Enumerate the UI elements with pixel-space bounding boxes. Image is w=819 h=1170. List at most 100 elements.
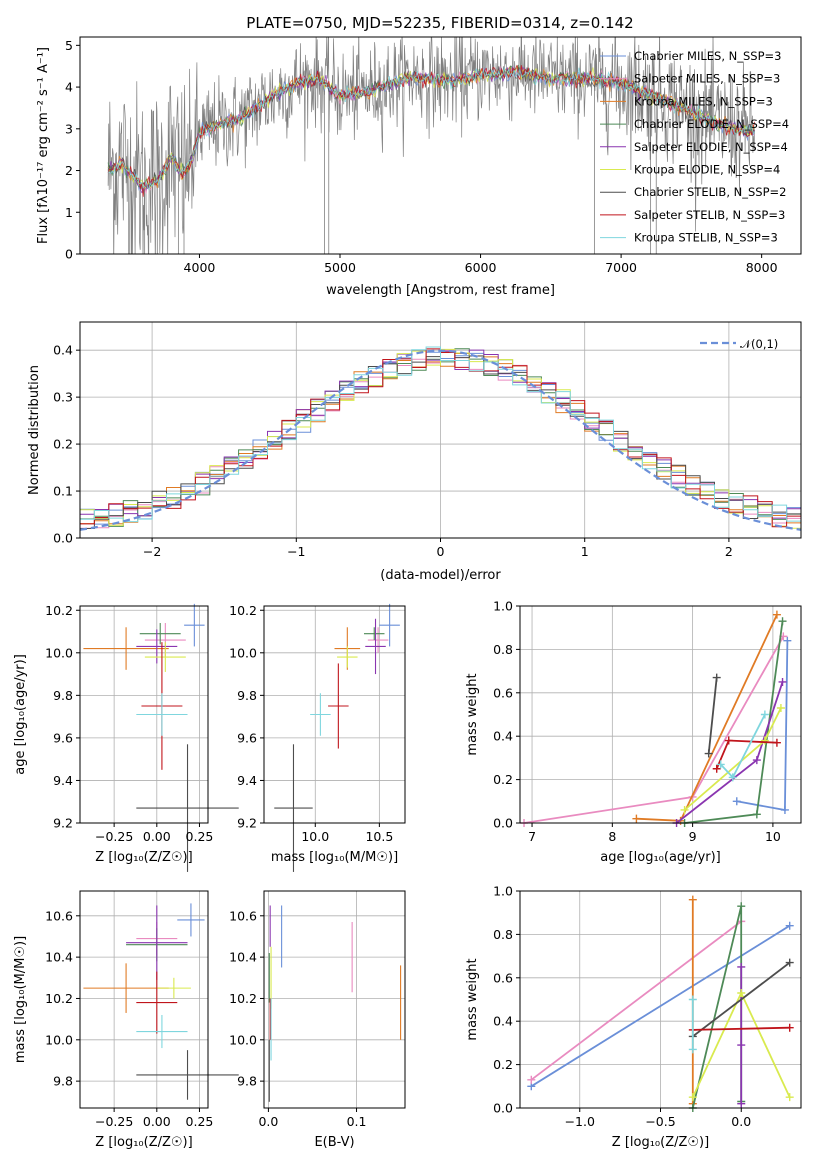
marker-salpeter-elodie bbox=[737, 1041, 746, 1050]
y-axis-label: mass weight bbox=[465, 673, 480, 755]
series-line-salpeter-stelib bbox=[715, 739, 777, 770]
y-tick-label: 0.1 bbox=[53, 484, 73, 499]
marker-kroupa-stelib bbox=[688, 995, 697, 1004]
marker-salpeter-miles bbox=[527, 1075, 536, 1084]
x-tick-label: 0 bbox=[437, 544, 445, 559]
marker-kroupa-elodie bbox=[737, 988, 746, 997]
data-spectrum bbox=[107, 37, 755, 254]
y-tick-label: 9.8 bbox=[53, 1074, 73, 1089]
y-axis-label: mass [log₁₀(M/M☉)] bbox=[13, 936, 28, 1063]
y-tick-label: 9.8 bbox=[237, 688, 257, 703]
series-line-chabrier-miles bbox=[736, 640, 789, 812]
y-tick-label: 9.6 bbox=[53, 730, 73, 745]
y-tick-label: 5 bbox=[65, 38, 73, 53]
x-axis-label: (data-model)/error bbox=[380, 568, 501, 583]
axes-frame bbox=[79, 36, 802, 255]
age-vs-metallicity-panel: −0.25 0.00 0.25 9.2 9.4 9.6 9.8 10.0 10.2 Z [log₁… bbox=[13, 603, 239, 872]
series-line-kroupa-elodie bbox=[684, 707, 782, 811]
marker-chabrier-stelib bbox=[704, 749, 713, 758]
y-tick-label: 10.0 bbox=[45, 1032, 73, 1047]
model-line-kroupa-stelib bbox=[107, 67, 755, 191]
y-tick-label: 9.8 bbox=[237, 1074, 257, 1089]
y-tick-label: 0.6 bbox=[493, 685, 513, 700]
y-tick-label: 0.0 bbox=[493, 1101, 513, 1116]
y-tick-label: 10.4 bbox=[45, 950, 73, 965]
marker-salpeter-stelib bbox=[724, 736, 733, 745]
y-tick-label: 0.6 bbox=[493, 970, 513, 985]
x-axis-label: Z [log₁₀(Z/Z☉)] bbox=[612, 1135, 709, 1150]
legend-label: Chabrier STELIB, N_SSP=2 bbox=[634, 185, 786, 199]
age-vs-mass-panel: 10.0 10.5 9.2 9.4 9.6 9.8 10.0 10.2 mass [log₁₀(… bbox=[229, 603, 406, 872]
x-axis-label: E(B-V) bbox=[314, 1135, 354, 1150]
y-tick-label: 10.2 bbox=[45, 603, 73, 618]
series-line-chabrier-stelib bbox=[692, 961, 791, 1038]
y-tick-label: 0.4 bbox=[53, 343, 73, 358]
series-line-chabrier-miles bbox=[530, 924, 791, 1088]
x-tick-label: 5000 bbox=[324, 260, 356, 275]
y-tick-label: 9.6 bbox=[237, 730, 257, 745]
x-tick-label: 10 bbox=[765, 829, 781, 844]
marker-chabrier-miles bbox=[732, 797, 741, 806]
normal-curve bbox=[80, 349, 801, 531]
x-tick-label: 0.00 bbox=[143, 1114, 171, 1129]
y-axis-label: Normed distribution bbox=[27, 365, 42, 495]
x-tick-label: 8000 bbox=[746, 260, 778, 275]
y-tick-label: 1.0 bbox=[493, 884, 513, 899]
y-tick-label: 1 bbox=[65, 205, 73, 220]
legend-label: Chabrier ELODIE, N_SSP=4 bbox=[634, 117, 789, 131]
marker-salpeter-stelib bbox=[785, 1023, 794, 1032]
residual-histogram-panel: −2 −1 0 1 2 0.0 0.1 0.2 0.3 0.4 (data-model)/error… bbox=[27, 321, 802, 583]
y-axis-label: age [log₁₀(age/yr)] bbox=[13, 654, 28, 775]
y-tick-label: 10.0 bbox=[229, 645, 257, 660]
legend: Chabrier MILES, N_SSP=3 Salpeter MILES, N… bbox=[600, 49, 789, 245]
y-axis-label: mass weight bbox=[465, 958, 480, 1040]
x-tick-label: 0.25 bbox=[186, 829, 214, 844]
marker-kroupa-elodie bbox=[680, 805, 689, 814]
axes-frame bbox=[519, 605, 802, 824]
y-tick-label: 10.6 bbox=[229, 908, 257, 923]
y-tick-label: 2 bbox=[65, 163, 73, 178]
x-tick-label: −1 bbox=[287, 544, 305, 559]
legend-label: Salpeter STELIB, N_SSP=3 bbox=[634, 208, 785, 222]
marker-salpeter-elodie bbox=[778, 677, 787, 686]
y-tick-label: 0.0 bbox=[53, 531, 73, 546]
axes-frame bbox=[263, 890, 406, 1109]
x-tick-label: 7 bbox=[528, 829, 536, 844]
legend-label: Salpeter MILES, N_SSP=3 bbox=[634, 72, 780, 86]
marker-salpeter-stelib bbox=[712, 764, 721, 773]
x-tick-label: 0.00 bbox=[143, 829, 171, 844]
y-tick-label: 0.2 bbox=[53, 437, 73, 452]
series-line-salpeter-miles bbox=[523, 635, 785, 824]
weight-vs-metallicity-panel: −1.0 −0.5 0.0 0.0 0.2 0.4 0.6 0.8 1.0 Z [log₁₀(Z/… bbox=[465, 884, 802, 1150]
y-tick-label: 10.2 bbox=[229, 991, 257, 1006]
x-tick-label: −0.25 bbox=[95, 1114, 133, 1129]
marker-kroupa-elodie bbox=[785, 1093, 794, 1102]
x-axis-label: wavelength [Angstrom, rest frame] bbox=[326, 283, 555, 298]
y-tick-label: 9.2 bbox=[237, 816, 257, 831]
x-tick-label: 2 bbox=[725, 544, 733, 559]
marker-salpeter-elodie bbox=[737, 962, 746, 971]
axes-frame bbox=[79, 890, 209, 1109]
spectrum-title: PLATE=0750, MJD=52235, FIBERID=0314, z=0… bbox=[246, 14, 633, 32]
x-tick-label: 0.1 bbox=[347, 1114, 367, 1129]
legend-label: Kroupa MILES, N_SSP=3 bbox=[634, 94, 773, 108]
mass-vs-ebv-panel: 0.0 0.1 9.8 10.0 10.2 10.4 10.6 E(B-V) bbox=[229, 890, 406, 1150]
x-tick-label: 10.5 bbox=[365, 829, 393, 844]
marker-kroupa-stelib bbox=[716, 760, 725, 769]
legend-label: Kroupa STELIB, N_SSP=3 bbox=[634, 231, 778, 245]
legend-label: 𝒩(0,1) bbox=[740, 337, 778, 351]
y-tick-label: 1.0 bbox=[493, 599, 513, 614]
marker-kroupa-elodie bbox=[688, 1093, 697, 1102]
x-tick-label: 8 bbox=[608, 829, 616, 844]
x-tick-label: 1 bbox=[581, 544, 589, 559]
marker-chabrier-miles bbox=[783, 636, 792, 645]
x-tick-label: −0.25 bbox=[95, 829, 133, 844]
x-axis-label: Z [log₁₀(Z/Z☉)] bbox=[95, 1135, 192, 1150]
x-tick-label: −0.5 bbox=[645, 1114, 675, 1129]
x-tick-label: 0.0 bbox=[258, 1114, 278, 1129]
hist-lines bbox=[80, 346, 801, 535]
series-line-salpeter-stelib bbox=[692, 1026, 790, 1031]
x-axis-label: mass [log₁₀(M/M☉)] bbox=[271, 850, 398, 865]
marker-kroupa-stelib bbox=[760, 710, 769, 719]
axes-frame bbox=[263, 605, 406, 824]
